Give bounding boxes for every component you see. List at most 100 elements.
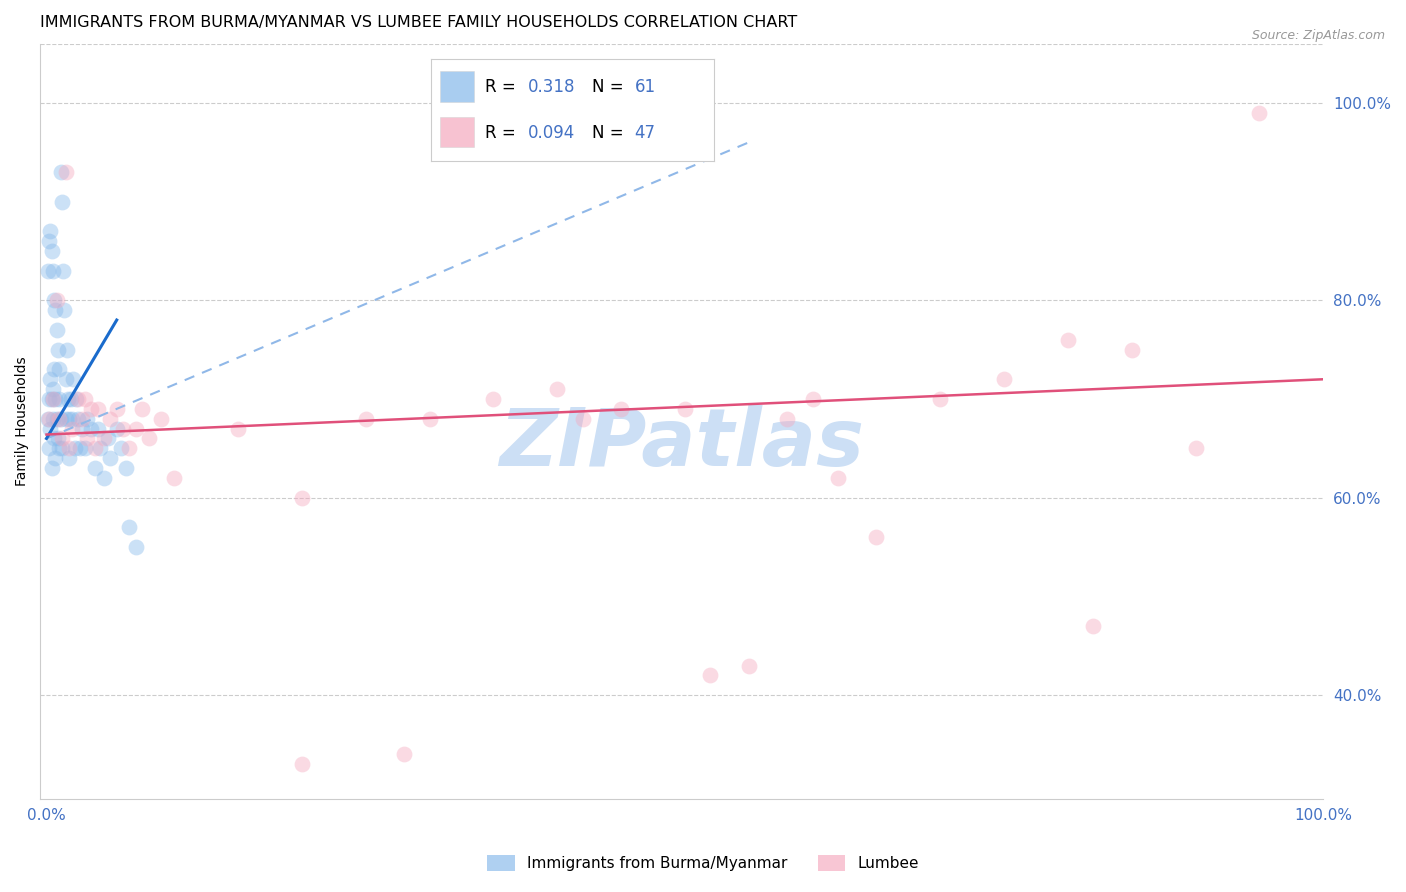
Point xyxy=(673,401,696,416)
Point xyxy=(418,411,440,425)
Point xyxy=(546,382,568,396)
Point xyxy=(291,491,314,505)
Point xyxy=(84,442,107,456)
Point xyxy=(39,224,62,238)
Point xyxy=(44,293,66,308)
Point xyxy=(44,432,66,446)
Point xyxy=(73,442,96,456)
Point xyxy=(53,303,76,318)
Point xyxy=(58,411,80,425)
Point xyxy=(52,263,75,277)
Point xyxy=(80,422,103,436)
Point xyxy=(114,461,136,475)
Point xyxy=(125,422,148,436)
Point xyxy=(37,411,59,425)
Point xyxy=(291,757,314,772)
Point xyxy=(118,442,141,456)
Text: Source: ZipAtlas.com: Source: ZipAtlas.com xyxy=(1251,29,1385,43)
Point xyxy=(993,372,1015,386)
Text: ZIPatlas: ZIPatlas xyxy=(499,405,865,483)
Point xyxy=(49,411,72,425)
Point xyxy=(69,442,91,456)
Point xyxy=(482,392,505,406)
Point xyxy=(105,422,128,436)
Point xyxy=(354,411,377,425)
Point xyxy=(98,411,121,425)
Point xyxy=(801,392,824,406)
Point xyxy=(38,442,60,456)
Point xyxy=(56,343,79,357)
Point xyxy=(67,411,90,425)
Point xyxy=(105,401,128,416)
Point xyxy=(42,392,65,406)
Point xyxy=(51,442,73,456)
Point xyxy=(86,422,108,436)
Point xyxy=(44,451,66,466)
Point xyxy=(125,540,148,554)
Point xyxy=(60,422,83,436)
Point xyxy=(110,442,132,456)
Point xyxy=(610,401,633,416)
Point xyxy=(58,442,80,456)
Point xyxy=(42,382,65,396)
Point xyxy=(46,432,69,446)
Point xyxy=(226,422,249,436)
Point xyxy=(60,411,83,425)
Point xyxy=(699,668,721,682)
Point xyxy=(62,372,84,386)
Point xyxy=(76,411,98,425)
Point xyxy=(58,451,80,466)
Point xyxy=(76,432,98,446)
Point xyxy=(48,442,70,456)
Point xyxy=(70,422,93,436)
Point xyxy=(93,432,115,446)
Point xyxy=(93,471,115,485)
Point xyxy=(41,244,63,258)
Text: IMMIGRANTS FROM BURMA/MYANMAR VS LUMBEE FAMILY HOUSEHOLDS CORRELATION CHART: IMMIGRANTS FROM BURMA/MYANMAR VS LUMBEE … xyxy=(41,15,797,30)
Point xyxy=(80,401,103,416)
Point xyxy=(49,165,72,179)
Point xyxy=(51,432,73,446)
Point xyxy=(45,293,67,308)
Point xyxy=(38,392,60,406)
Point xyxy=(1249,105,1271,120)
Point xyxy=(46,343,69,357)
Y-axis label: Family Households: Family Households xyxy=(15,357,30,486)
Point xyxy=(38,411,60,425)
Point xyxy=(37,263,59,277)
Point xyxy=(42,263,65,277)
Point xyxy=(98,451,121,466)
Point xyxy=(131,401,153,416)
Legend: Immigrants from Burma/Myanmar, Lumbee: Immigrants from Burma/Myanmar, Lumbee xyxy=(481,849,925,877)
Point xyxy=(929,392,952,406)
Point xyxy=(1121,343,1143,357)
Point xyxy=(51,194,73,209)
Point xyxy=(42,411,65,425)
Point xyxy=(84,461,107,475)
Point xyxy=(70,411,93,425)
Point xyxy=(150,411,173,425)
Point xyxy=(41,392,63,406)
Point xyxy=(1057,333,1080,347)
Point xyxy=(73,392,96,406)
Point xyxy=(38,234,60,248)
Point xyxy=(58,392,80,406)
Point xyxy=(163,471,186,485)
Point xyxy=(571,411,593,425)
Point xyxy=(48,362,70,376)
Point xyxy=(44,362,66,376)
Point xyxy=(44,303,66,318)
Point xyxy=(86,401,108,416)
Point xyxy=(392,747,415,762)
Point xyxy=(39,422,62,436)
Point xyxy=(138,432,160,446)
Point xyxy=(45,323,67,337)
Point xyxy=(1083,619,1105,633)
Point xyxy=(39,372,62,386)
Point xyxy=(65,392,87,406)
Point xyxy=(59,392,82,406)
Point xyxy=(48,411,70,425)
Point xyxy=(41,461,63,475)
Point xyxy=(55,411,77,425)
Point xyxy=(738,658,761,673)
